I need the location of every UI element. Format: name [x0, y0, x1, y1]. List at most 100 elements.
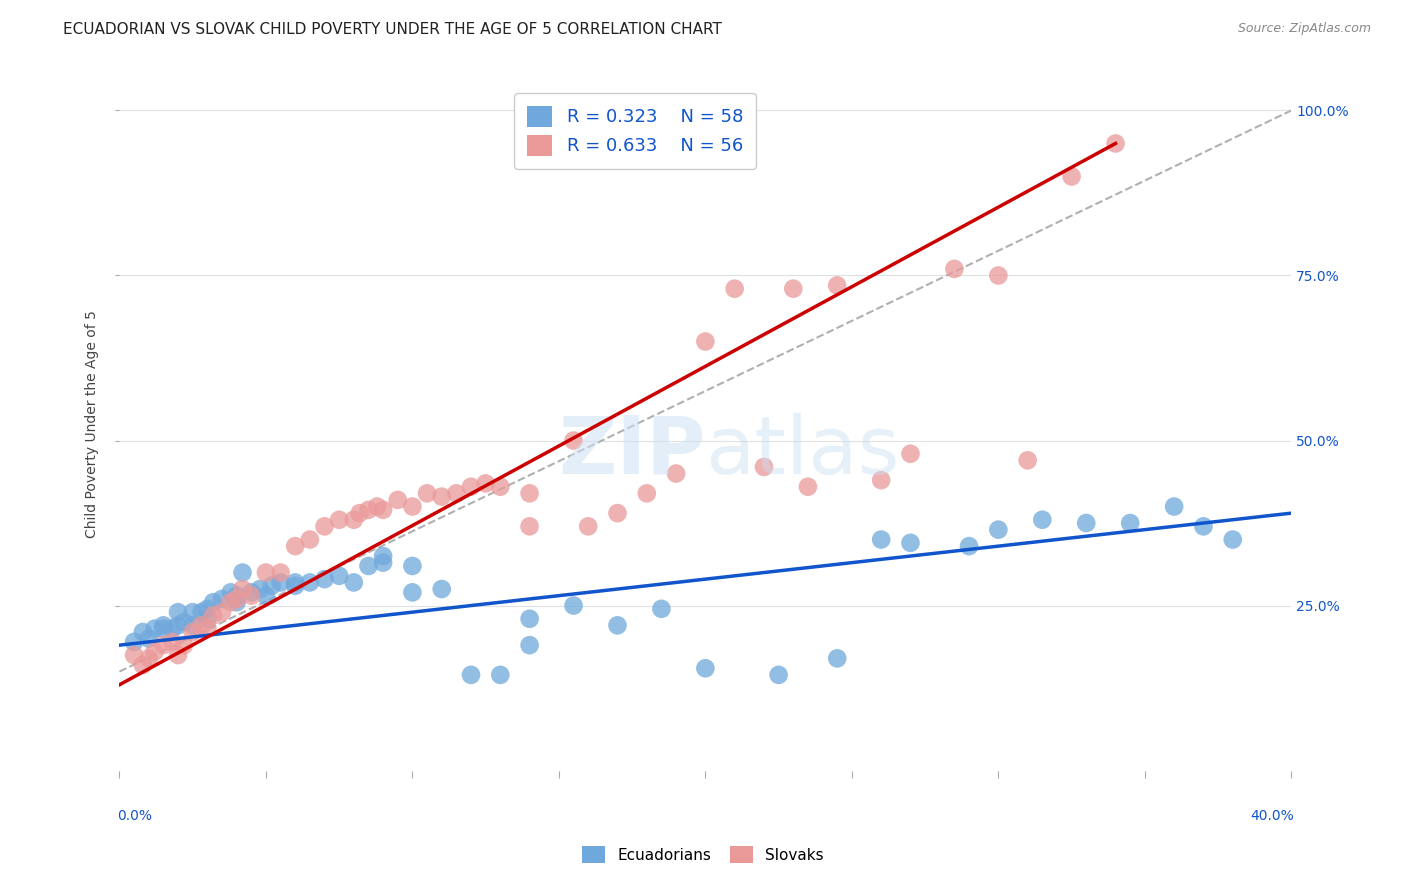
Point	[1076, 516, 1098, 530]
Point	[576, 519, 599, 533]
Point	[122, 648, 145, 662]
Point	[519, 519, 541, 533]
Point	[202, 595, 225, 609]
Point	[138, 632, 160, 646]
Point	[752, 459, 775, 474]
Point	[825, 651, 848, 665]
Point	[132, 624, 155, 639]
Point	[314, 519, 336, 533]
Point	[328, 513, 350, 527]
Point	[1119, 516, 1142, 530]
Point	[298, 575, 321, 590]
Point	[606, 618, 628, 632]
Point	[1222, 533, 1244, 547]
Point	[349, 506, 371, 520]
Point	[270, 575, 292, 590]
Point	[231, 566, 253, 580]
Point	[1060, 169, 1083, 184]
Point	[160, 635, 183, 649]
Text: ZIP: ZIP	[558, 413, 706, 491]
Point	[152, 638, 174, 652]
Point	[219, 585, 242, 599]
Point	[249, 582, 271, 596]
Point	[357, 558, 380, 573]
Point	[401, 500, 423, 514]
Point	[1017, 453, 1039, 467]
Point	[474, 476, 496, 491]
Point	[225, 589, 247, 603]
Point	[430, 582, 453, 596]
Point	[943, 261, 966, 276]
Point	[328, 569, 350, 583]
Point	[254, 589, 277, 603]
Point	[900, 536, 922, 550]
Point	[219, 595, 242, 609]
Text: Source: ZipAtlas.com: Source: ZipAtlas.com	[1237, 22, 1371, 36]
Point	[260, 579, 283, 593]
Point	[167, 648, 190, 662]
Point	[225, 591, 247, 606]
Point	[519, 486, 541, 500]
Point	[650, 602, 672, 616]
Point	[489, 480, 512, 494]
Point	[181, 624, 204, 639]
Point	[387, 492, 409, 507]
Point	[181, 618, 204, 632]
Point	[900, 447, 922, 461]
Point	[562, 434, 585, 448]
Text: 40.0%: 40.0%	[1250, 809, 1294, 823]
Point	[1104, 136, 1126, 151]
Point	[195, 612, 218, 626]
Point	[254, 566, 277, 580]
Point	[1163, 500, 1185, 514]
Legend: Ecuadorians, Slovaks: Ecuadorians, Slovaks	[575, 838, 831, 871]
Point	[825, 278, 848, 293]
Point	[768, 668, 790, 682]
Point	[343, 513, 366, 527]
Point	[371, 556, 394, 570]
Point	[122, 635, 145, 649]
Point	[366, 500, 388, 514]
Point	[240, 585, 263, 599]
Point	[152, 618, 174, 632]
Point	[870, 533, 893, 547]
Point	[298, 533, 321, 547]
Point	[1031, 513, 1053, 527]
Point	[371, 503, 394, 517]
Point	[987, 523, 1010, 537]
Point	[270, 566, 292, 580]
Point	[446, 486, 468, 500]
Point	[636, 486, 658, 500]
Point	[519, 612, 541, 626]
Y-axis label: Child Poverty Under the Age of 5: Child Poverty Under the Age of 5	[86, 310, 100, 538]
Point	[160, 622, 183, 636]
Point	[314, 572, 336, 586]
Point	[489, 668, 512, 682]
Point	[724, 282, 747, 296]
Point	[284, 575, 307, 590]
Point	[343, 575, 366, 590]
Point	[190, 618, 212, 632]
Point	[132, 657, 155, 672]
Point	[357, 503, 380, 517]
Point	[211, 591, 233, 606]
Point	[606, 506, 628, 520]
Point	[225, 595, 247, 609]
Point	[460, 480, 482, 494]
Point	[202, 608, 225, 623]
Point	[797, 480, 820, 494]
Point	[870, 473, 893, 487]
Point	[401, 558, 423, 573]
Point	[430, 490, 453, 504]
Point	[211, 605, 233, 619]
Text: ECUADORIAN VS SLOVAK CHILD POVERTY UNDER THE AGE OF 5 CORRELATION CHART: ECUADORIAN VS SLOVAK CHILD POVERTY UNDER…	[63, 22, 723, 37]
Point	[987, 268, 1010, 283]
Text: 0.0%: 0.0%	[117, 809, 152, 823]
Point	[143, 645, 166, 659]
Point	[519, 638, 541, 652]
Point	[167, 605, 190, 619]
Point	[173, 615, 195, 629]
Point	[143, 622, 166, 636]
Point	[957, 539, 980, 553]
Point	[240, 589, 263, 603]
